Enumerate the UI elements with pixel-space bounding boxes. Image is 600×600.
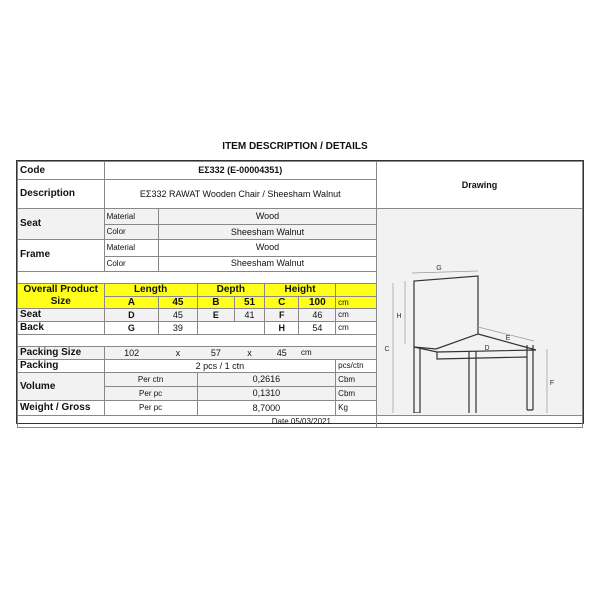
height-header: Height xyxy=(263,282,337,297)
frame-material-label: Material xyxy=(103,239,160,257)
volume-unit: Cbm xyxy=(335,386,377,401)
spec-sheet: Code ΕΣ332 (E-00004351) Drawing Descript… xyxy=(16,160,584,428)
frame-material: Wood xyxy=(158,239,377,257)
spec-table: Code ΕΣ332 (E-00004351) Drawing Descript… xyxy=(17,161,584,428)
dim-e-value: 41 xyxy=(234,308,265,323)
frame-color-label: Color xyxy=(103,255,160,272)
chair-drawing: G H C E D F B A xyxy=(375,208,584,416)
packing-length: 102 xyxy=(104,346,159,361)
description-value: ΕΣ332 RAWAT Wooden Chair / Sheesham Waln… xyxy=(103,179,377,209)
packing-unit: cm xyxy=(298,346,336,361)
description-label: Description xyxy=(17,179,105,209)
dim-d: D xyxy=(103,308,160,323)
dim-b-value: 51 xyxy=(234,295,265,310)
packing-width: 57 xyxy=(197,346,235,361)
weight-basis: Per pc xyxy=(103,400,198,416)
depth-header: Depth xyxy=(196,282,265,297)
empty-cell xyxy=(335,282,377,297)
dim-b: B xyxy=(196,295,236,310)
dim-label-f: F xyxy=(550,380,554,387)
document-title: ITEM DESCRIPTION / DETAILS xyxy=(222,141,368,152)
empty-cell xyxy=(196,321,265,336)
volume-value: 0,1310 xyxy=(196,386,337,401)
back-size-label: Back xyxy=(17,321,105,336)
unit: cm xyxy=(335,308,377,323)
dim-label-g: G xyxy=(436,265,441,272)
seat-label: Seat xyxy=(17,208,105,240)
frame-label: Frame xyxy=(17,239,105,272)
date: Date 05/03/2021 xyxy=(17,415,377,428)
dim-d-value: 45 xyxy=(158,308,198,323)
dim-label-h: H xyxy=(396,313,401,320)
times-sign: x xyxy=(158,346,198,361)
packing-value: 2 pcs / 1 ctn xyxy=(103,359,337,374)
drawing-header: Drawing xyxy=(375,161,584,209)
overall-size-label: Overall Product Size xyxy=(17,282,105,310)
length-header: Length xyxy=(103,282,198,297)
seat-color: Sheesham Walnut xyxy=(158,224,377,240)
chair-dimension-diagram: G H C E D F B A xyxy=(384,265,554,415)
weight-value: 8,7000 xyxy=(196,400,337,416)
packing-label: Packing xyxy=(17,359,105,374)
seat-color-label: Color xyxy=(103,224,160,240)
volume-basis: Per pc xyxy=(103,386,198,401)
dim-label-d: D xyxy=(484,345,489,352)
unit: cm xyxy=(335,295,377,310)
seat-material-label: Material xyxy=(103,208,160,225)
volume-basis: Per ctn xyxy=(103,372,198,387)
dim-c: C xyxy=(263,295,300,310)
dim-f-value: 46 xyxy=(298,308,337,323)
times-sign: x xyxy=(234,346,265,361)
dim-h-value: 54 xyxy=(298,321,337,336)
frame-color: Sheesham Walnut xyxy=(158,255,377,272)
dim-label-e: E xyxy=(506,335,511,342)
dim-h: H xyxy=(263,321,300,336)
dim-label-c: C xyxy=(384,346,389,353)
dim-g-value: 39 xyxy=(158,321,198,336)
volume-label: Volume xyxy=(17,372,105,401)
dim-g: G xyxy=(103,321,160,336)
dim-a-value: 45 xyxy=(158,295,198,310)
seat-size-label: Seat xyxy=(17,308,105,323)
dim-c-value: 100 xyxy=(298,295,337,310)
dim-f: F xyxy=(263,308,300,323)
dim-e: E xyxy=(196,308,236,323)
seat-material: Wood xyxy=(158,208,377,225)
code-value: ΕΣ332 (E-00004351) xyxy=(103,161,377,180)
packing-unit: pcs/ctn xyxy=(335,359,377,374)
code-label: Code xyxy=(17,161,105,180)
empty-cell xyxy=(335,346,377,361)
packing-size-label: Packing Size xyxy=(17,346,105,361)
volume-value: 0,2616 xyxy=(196,372,337,387)
empty-cell xyxy=(375,415,584,428)
spacer-row xyxy=(17,334,377,348)
weight-label: Weight / Gross xyxy=(17,400,105,416)
packing-height: 45 xyxy=(264,346,299,361)
volume-unit: Cbm xyxy=(335,372,377,387)
dim-a: A xyxy=(103,295,160,310)
weight-unit: Kg xyxy=(335,400,377,416)
spacer-row xyxy=(17,270,377,284)
unit: cm xyxy=(335,321,377,336)
